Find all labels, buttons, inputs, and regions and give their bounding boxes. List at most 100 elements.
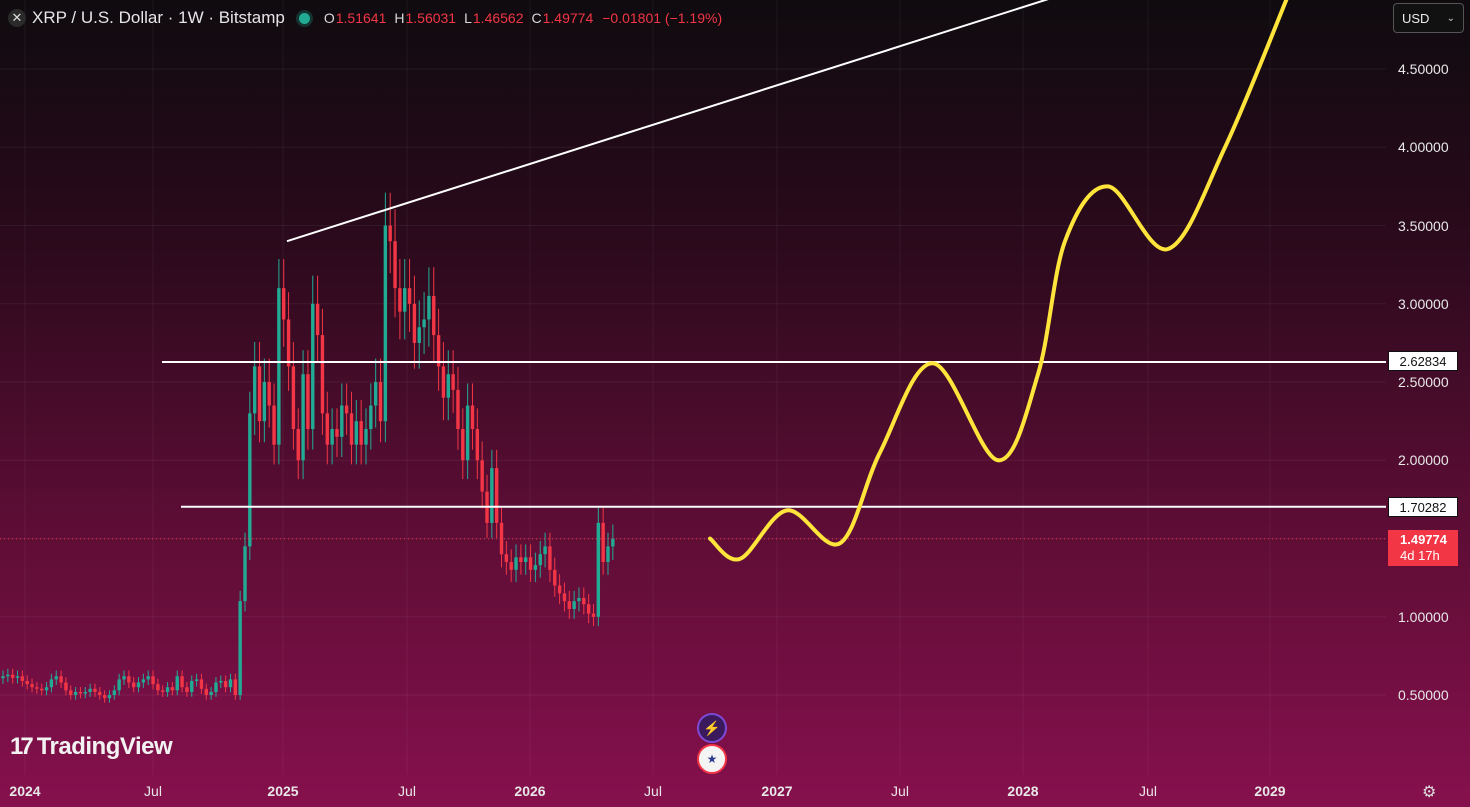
candle: [262, 382, 267, 422]
candle: [388, 225, 392, 242]
candle: [209, 691, 213, 696]
ohlc-close: C1.49774: [531, 10, 594, 26]
gear-icon[interactable]: ⚙: [1422, 784, 1437, 801]
currency-selector[interactable]: USD ⌄: [1393, 3, 1464, 33]
candle: [586, 604, 591, 614]
candle: [582, 598, 586, 605]
candle: [10, 674, 15, 678]
candle: [117, 679, 121, 691]
candle: [344, 405, 349, 414]
candle: [291, 366, 296, 429]
candle: [349, 413, 354, 445]
ohlc-open: O1.51641: [323, 10, 387, 26]
candle: [524, 557, 528, 563]
time-axis-label: 2029: [1254, 783, 1286, 799]
chart-header: ✕ XRP / U.S. Dollar · 1W · Bitstamp O1.5…: [8, 6, 722, 30]
symbol-logo-icon[interactable]: ✕: [8, 9, 26, 27]
ohlc-low: L1.46562: [464, 10, 524, 26]
candle: [257, 366, 262, 422]
time-axis-label: 2027: [761, 783, 793, 799]
candle: [514, 557, 518, 570]
candle: [170, 687, 175, 691]
horizontal-levels: [162, 360, 1386, 508]
time-axis-label: 2024: [9, 783, 41, 799]
candle: [199, 679, 204, 689]
us-flag-event-icon[interactable]: ★: [697, 744, 727, 774]
bar-countdown: 4d 17h: [1400, 548, 1440, 563]
price-axis-label: 0.50000: [1398, 687, 1449, 704]
tradingview-logo-mark: 17: [10, 733, 34, 760]
candle: [311, 303, 315, 429]
candle: [577, 598, 581, 602]
candle: [398, 288, 402, 312]
candle: [185, 687, 189, 692]
candle: [548, 546, 552, 570]
candle: [190, 680, 194, 692]
candle: [40, 688, 44, 691]
candle: [354, 421, 359, 445]
candle: [403, 288, 407, 312]
candle: [340, 405, 344, 437]
time-axis-label: 2025: [267, 783, 299, 799]
level-tag-lower: 1.70282: [1388, 497, 1458, 517]
candle: [141, 679, 146, 683]
candle: [1, 676, 5, 679]
candle: [93, 688, 97, 692]
candle: [30, 684, 34, 688]
candle: [131, 682, 136, 688]
candle: [335, 429, 339, 437]
time-axis-label: Jul: [644, 783, 662, 799]
candle: [601, 522, 605, 563]
price-axis-label: 4.00000: [1398, 139, 1449, 156]
chart-grid: [0, 0, 1386, 775]
candle: [436, 335, 441, 367]
candle: [553, 569, 557, 586]
candle: [83, 691, 87, 694]
last-price-tag: 1.49774 4d 17h: [1388, 530, 1458, 566]
ohlc-values: O1.51641 H1.56031 L1.46562 C1.49774 −0.0…: [324, 10, 722, 26]
ohlc-high: H1.56031: [394, 10, 457, 26]
lightning-event-icon[interactable]: ⚡: [697, 713, 727, 743]
candle: [364, 429, 368, 445]
candle: [596, 522, 601, 617]
candle: [591, 613, 596, 617]
candle: [122, 676, 126, 680]
candle: [214, 682, 218, 692]
candle: [112, 690, 117, 696]
candle: [204, 688, 208, 696]
candle: [73, 691, 78, 696]
candle: [427, 295, 431, 320]
candle: [320, 335, 325, 414]
candle: [272, 405, 276, 445]
candle: [533, 565, 538, 570]
chevron-down-icon: ⌄: [1446, 12, 1455, 24]
candle: [325, 413, 329, 445]
time-axis-label: 2026: [514, 783, 546, 799]
candle: [194, 679, 199, 681]
candle: [286, 319, 291, 367]
candle: [451, 374, 455, 390]
candle: [243, 546, 247, 602]
candle: [6, 674, 10, 677]
candle: [383, 225, 388, 422]
candle: [611, 538, 615, 547]
candle: [330, 429, 334, 445]
candle: [136, 682, 141, 688]
candle: [475, 429, 480, 461]
price-axis-label: 2.00000: [1398, 452, 1449, 469]
candle: [465, 405, 470, 461]
candle: [301, 374, 305, 461]
tradingview-logo[interactable]: 17 TradingView: [10, 733, 173, 761]
candle: [393, 241, 397, 289]
price-axis-label: 1.00000: [1398, 608, 1449, 625]
symbol-title[interactable]: XRP / U.S. Dollar · 1W · Bitstamp: [32, 8, 285, 27]
candle: [557, 585, 562, 594]
candle: [378, 382, 383, 422]
candle: [494, 468, 499, 523]
candle: [252, 366, 257, 414]
ohlc-change: −0.01801 (−1.19%): [602, 10, 723, 26]
candle: [490, 468, 494, 523]
candle: [412, 303, 417, 343]
price-axis-label: 2.50000: [1398, 374, 1449, 391]
